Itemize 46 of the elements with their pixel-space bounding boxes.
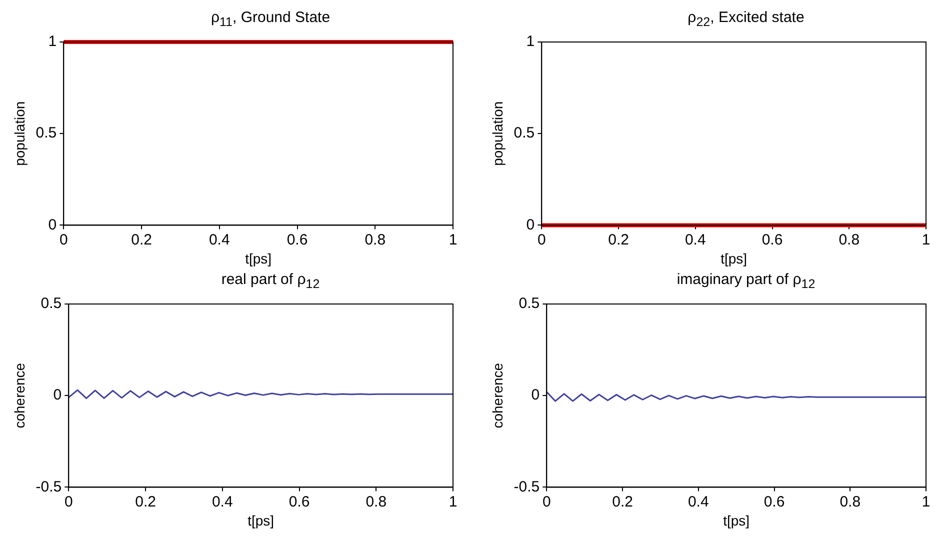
y-tick-label: -0.5: [514, 478, 540, 496]
x-tick-label: 0.6: [764, 493, 785, 510]
x-tick-label: 0.4: [684, 231, 706, 248]
x-tick-label: 0.8: [840, 493, 861, 510]
x-axis-title: t[ps]: [245, 250, 272, 266]
x-tick-label: 0.2: [608, 231, 629, 248]
y-tick-label: 0: [48, 216, 57, 234]
y-tick-label: 0.5: [518, 295, 540, 312]
y-tick-label: 0.5: [36, 124, 57, 142]
y-tick-label: 1: [48, 33, 57, 50]
y-tick-label: 0: [53, 386, 62, 404]
x-tick-label: 0.2: [131, 231, 152, 248]
x-axis-title: t[ps]: [720, 250, 748, 266]
x-axis-title: t[ps]: [248, 512, 274, 528]
x-tick-label: 0.4: [208, 231, 230, 248]
y-tick-label: 1: [526, 33, 535, 50]
x-tick-label: 1: [922, 493, 930, 510]
x-tick-label: 0.6: [286, 231, 308, 248]
x-tick-label: 1: [448, 231, 458, 248]
x-tick-label: 0.8: [838, 231, 860, 248]
y-tick-label: 0.5: [514, 124, 535, 142]
x-tick-label: 0.4: [688, 493, 709, 510]
x-tick-label: 0.6: [288, 493, 310, 510]
x-tick-label: 1: [448, 493, 458, 510]
y-tick-label: 0.5: [40, 295, 62, 312]
x-tick-label: 0: [542, 493, 551, 510]
x-tick-label: 0.8: [366, 493, 387, 510]
y-axis-title: coherence: [11, 362, 28, 428]
x-tick-label: 0.2: [612, 493, 633, 510]
y-axis-title: population: [11, 101, 28, 166]
chart-title: ρ$_{11}$, Ground State: [210, 8, 332, 30]
x-tick-label: 0.4: [212, 493, 233, 510]
y-tick-label: 0: [526, 216, 535, 234]
chart-title: ρ$_{22}$, Excited state: [686, 8, 806, 30]
y-axis-title: population: [489, 101, 506, 166]
x-tick-label: 0.6: [762, 231, 783, 248]
y-axis-title: coherence: [489, 362, 506, 428]
x-tick-label: 0: [64, 493, 73, 510]
y-tick-label: 0: [531, 386, 540, 404]
x-tick-label: 0.8: [364, 231, 386, 248]
y-tick-label: -0.5: [36, 478, 62, 496]
chart-title: real part of ρ$_{12}$: [220, 270, 321, 292]
chart-title: imaginary part of ρ$_{12}$: [676, 270, 816, 292]
x-tick-label: 0.2: [135, 493, 156, 510]
x-axis-title: t[ps]: [723, 512, 750, 528]
x-tick-label: 1: [922, 231, 930, 248]
